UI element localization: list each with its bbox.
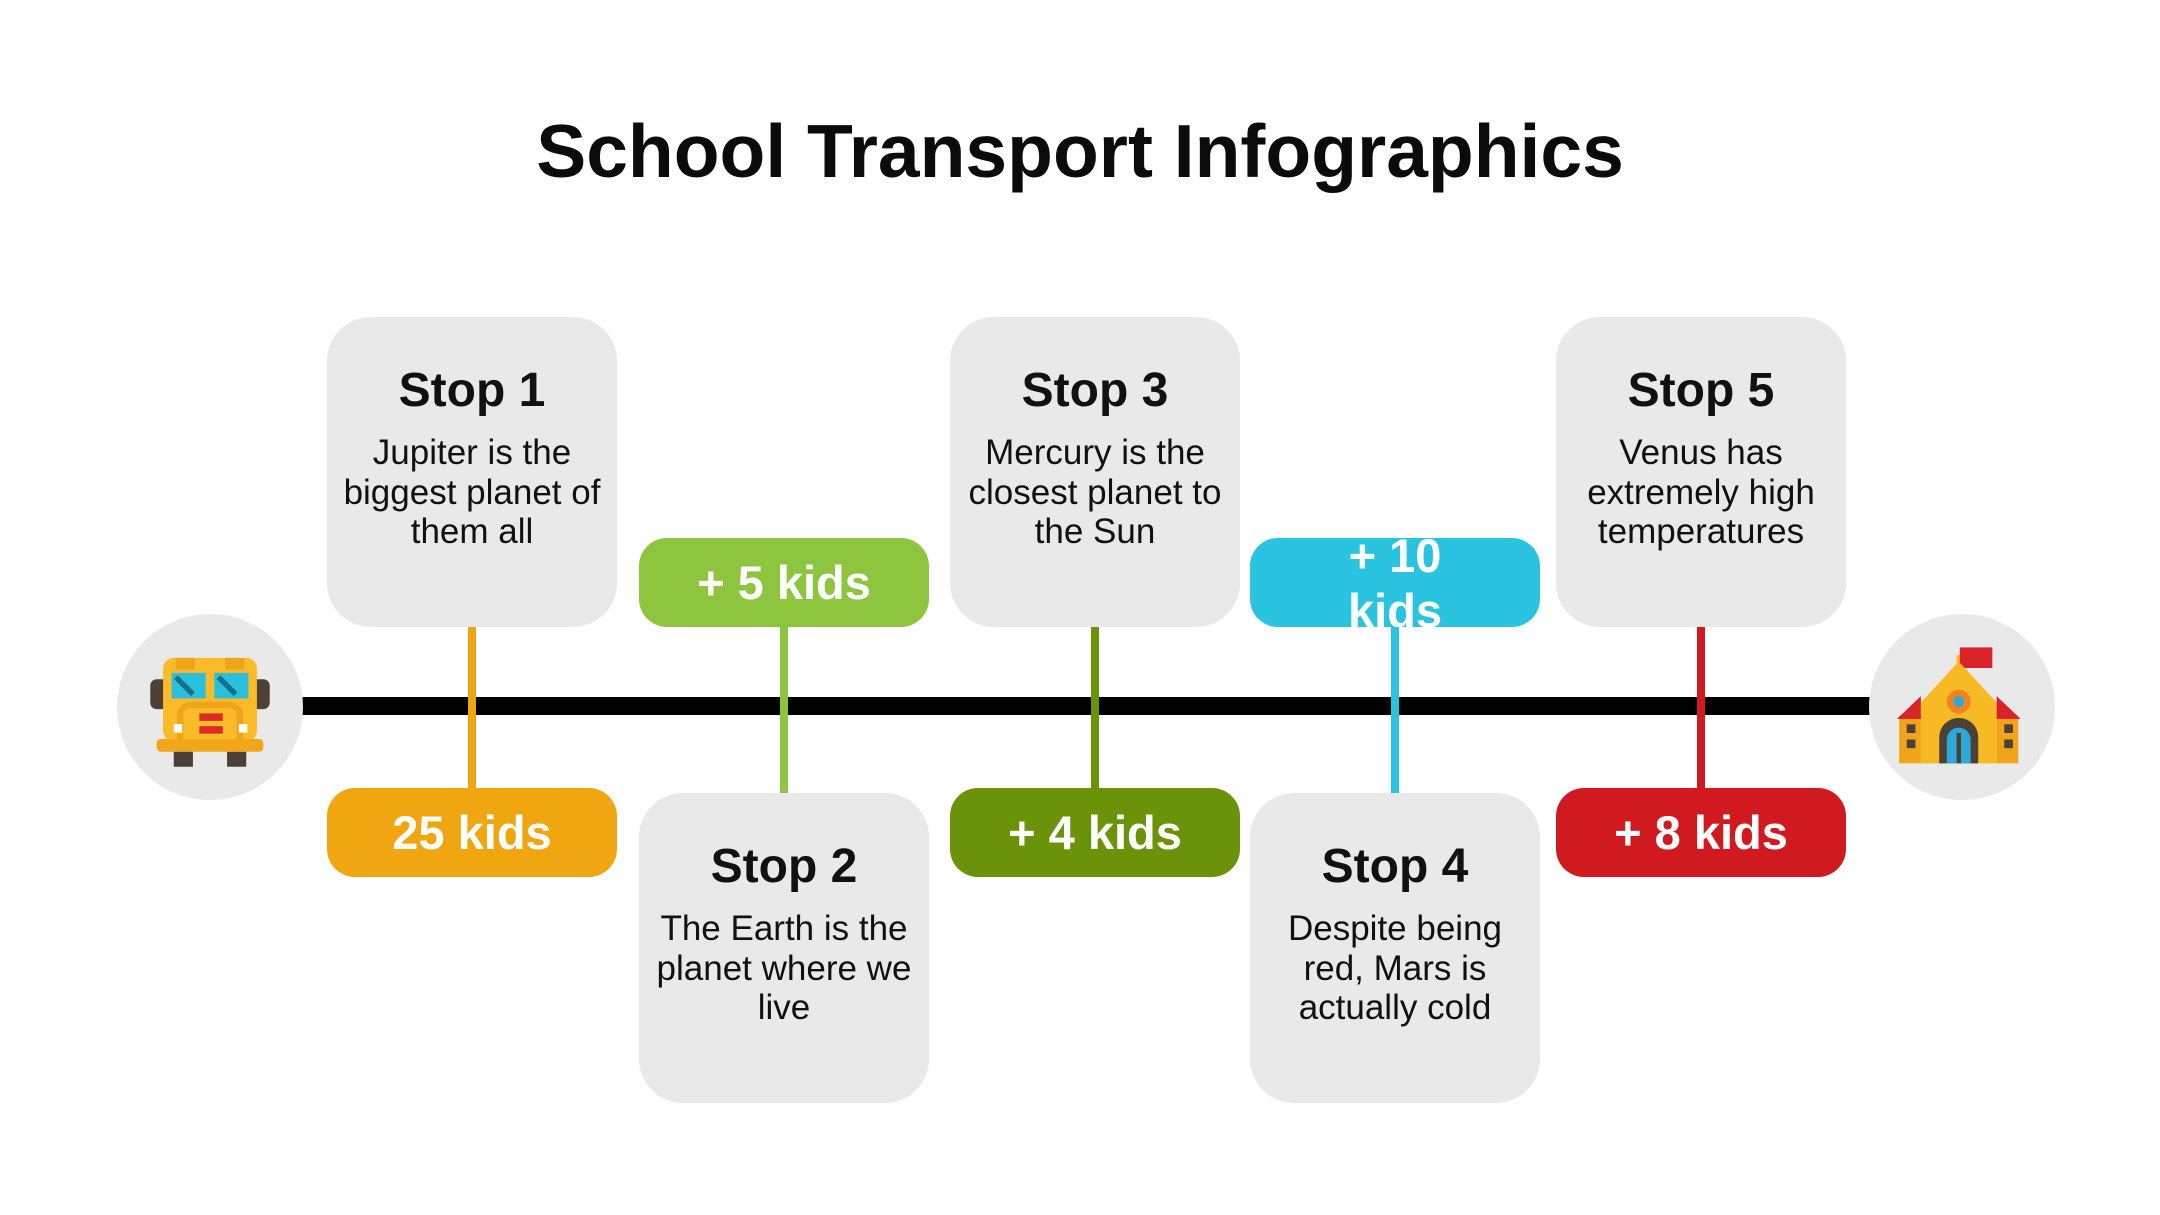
- kids-count-label: + 10 kids: [1347, 538, 1443, 627]
- stop-connector: [1697, 627, 1705, 788]
- school-building-icon: [1897, 647, 2021, 764]
- stop-label: Stop 1: [398, 364, 546, 417]
- stop-connector: [1391, 627, 1399, 793]
- kids-count-label: + 4 kids: [1008, 806, 1182, 859]
- kids-count-badge: + 8 kids: [1556, 788, 1846, 877]
- stop-connector: [1091, 627, 1099, 788]
- bus-terminal-circle: [117, 614, 303, 800]
- stop-card: Stop 4 Despite being red, Mars is actual…: [1250, 793, 1540, 1103]
- stop-description: Jupiter is the biggest planet of them al…: [343, 433, 601, 552]
- kids-count-badge: + 4 kids: [950, 788, 1240, 877]
- stop-label: Stop 4: [1321, 840, 1469, 893]
- stop-description: Mercury is the closest planet to the Sun: [968, 433, 1222, 552]
- stop-connector: [468, 627, 476, 788]
- kids-count-badge: + 5 kids: [639, 538, 929, 627]
- kids-count-label: 25 kids: [392, 806, 552, 859]
- kids-count-label: + 8 kids: [1614, 806, 1788, 859]
- stop-card: Stop 5 Venus has extremely high temperat…: [1556, 317, 1846, 627]
- stop-description: Despite being red, Mars is actually cold: [1287, 909, 1503, 1028]
- kids-count-label: + 5 kids: [697, 556, 871, 609]
- stop-description: Venus has extremely high temperatures: [1587, 433, 1815, 552]
- stop-label: Stop 2: [710, 840, 858, 893]
- timeline-bar: [300, 697, 1880, 715]
- stop-label: Stop 5: [1627, 364, 1775, 417]
- stop-card: Stop 2 The Earth is the planet where we …: [639, 793, 929, 1103]
- kids-count-badge: 25 kids: [327, 788, 617, 877]
- stop-card: Stop 1 Jupiter is the biggest planet of …: [327, 317, 617, 627]
- kids-count-badge: + 10 kids: [1250, 538, 1540, 627]
- stop-description: The Earth is the planet where we live: [656, 909, 912, 1028]
- school-terminal-circle: [1869, 614, 2055, 800]
- school-bus-icon: [150, 657, 270, 767]
- page-title: School Transport Infographics: [536, 109, 1624, 193]
- stop-card: Stop 3 Mercury is the closest planet to …: [950, 317, 1240, 627]
- stop-connector: [780, 627, 788, 793]
- stop-label: Stop 3: [1021, 364, 1169, 417]
